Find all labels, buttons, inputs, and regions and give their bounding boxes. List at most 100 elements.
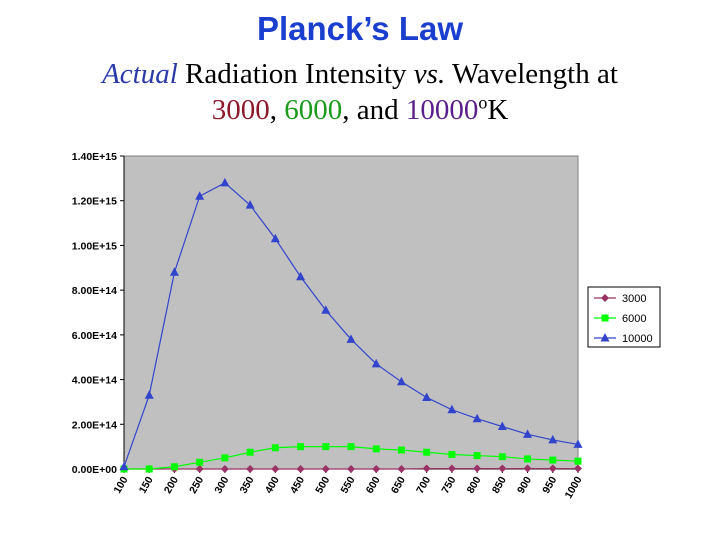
data-point-6000 [524, 455, 532, 463]
x-tick-label: 250 [187, 474, 206, 495]
data-point-6000 [170, 463, 178, 471]
x-tick-label: 350 [238, 474, 257, 495]
data-point-3000 [372, 465, 381, 473]
data-point-10000 [195, 191, 205, 200]
x-tick-label: 200 [162, 474, 181, 495]
data-point-10000 [523, 429, 533, 438]
x-tick-label: 450 [288, 474, 307, 495]
data-point-10000 [548, 434, 558, 444]
data-point-6000 [397, 446, 405, 454]
data-point-10000 [270, 233, 280, 243]
subtitle-t10000: 10000 [405, 94, 479, 126]
legend-label: 3000 [622, 293, 646, 305]
data-point-3000 [397, 465, 406, 473]
subtitle-t3000: 3000 [211, 94, 270, 126]
y-tick-label: 1.40E+15 [72, 151, 117, 163]
data-point-3000 [447, 464, 456, 473]
data-point-3000 [422, 464, 431, 473]
data-point-6000 [221, 454, 229, 462]
data-point-3000 [473, 464, 482, 473]
data-point-10000 [396, 376, 406, 386]
x-tick-label: 600 [364, 474, 383, 495]
legend-marker [601, 294, 609, 302]
subtitle-degree: o [478, 92, 488, 113]
subtitle-comma: , [269, 94, 285, 126]
x-tick-label: 750 [439, 474, 458, 495]
slide-title: Planck’s Law [256, 10, 464, 47]
data-point-10000 [119, 461, 129, 471]
data-point-3000 [574, 464, 582, 473]
x-tick-label: 1000 [563, 474, 585, 500]
data-point-3000 [296, 465, 305, 473]
series-layer [119, 177, 583, 473]
data-point-10000 [296, 271, 306, 281]
legend-item-3000: 3000 [594, 293, 646, 305]
subtitle-part1: Radiation Intensity [177, 58, 414, 90]
x-tick-label: 800 [465, 474, 484, 495]
data-point-6000 [347, 443, 355, 451]
y-tick-label: 0.00E+00 [72, 464, 117, 476]
subtitle-t6000: 6000 [284, 94, 343, 126]
y-tick-label: 8.00E+14 [72, 285, 117, 297]
legend-label: 10000 [622, 333, 653, 345]
data-point-10000 [371, 358, 381, 368]
x-tick-label: 650 [389, 474, 408, 495]
y-tick-label: 2.00E+14 [72, 419, 117, 431]
y-tick-label: 4.00E+14 [72, 375, 117, 387]
legend-item-6000: 6000 [594, 313, 646, 325]
data-point-3000 [347, 465, 355, 473]
data-point-3000 [548, 464, 557, 473]
x-tick-label: 550 [338, 474, 357, 495]
legend-box [587, 286, 661, 348]
data-point-10000 [321, 305, 331, 314]
y-tick-label: 1.20E+15 [72, 196, 117, 208]
data-point-6000 [448, 450, 456, 458]
x-tick-label: 900 [515, 474, 534, 495]
series-10000 [119, 177, 583, 471]
data-point-3000 [246, 465, 255, 473]
data-point-10000 [497, 421, 507, 431]
y-tick-label: 1.00E+15 [72, 240, 117, 252]
legend-label: 6000 [622, 313, 646, 325]
x-tick-label: 850 [490, 474, 509, 495]
data-point-10000 [346, 334, 356, 343]
data-point-3000 [321, 465, 330, 473]
data-point-6000 [271, 444, 279, 452]
slide-subtitle: Actual Radiation Intensity vs. Wavelengt… [0, 56, 720, 128]
data-point-10000 [472, 413, 482, 423]
data-point-10000 [245, 200, 255, 209]
data-point-3000 [195, 465, 204, 473]
series-6000 [120, 443, 582, 473]
data-point-10000 [447, 404, 457, 414]
data-point-6000 [574, 457, 582, 465]
data-point-6000 [473, 452, 481, 460]
data-point-3000 [523, 464, 532, 473]
x-tick-label: 150 [137, 474, 156, 495]
data-point-6000 [145, 465, 153, 473]
legend-marker [600, 333, 610, 342]
legend-marker [601, 314, 609, 322]
subtitle-line-2: 3000, 6000, and 10000oK [0, 92, 720, 128]
x-tick-label: 500 [313, 474, 332, 495]
data-point-6000 [549, 456, 557, 464]
subtitle-unit: K [487, 94, 509, 126]
data-point-3000 [498, 464, 507, 473]
subtitle-and: , and [342, 94, 406, 126]
x-tick-label: 950 [540, 474, 559, 495]
x-tick-label: 400 [263, 474, 282, 495]
x-tick-label: 100 [111, 474, 130, 495]
subtitle-vs: vs. [413, 58, 446, 90]
data-point-10000 [573, 439, 583, 448]
data-point-3000 [220, 465, 229, 473]
x-tick-label: 700 [414, 474, 433, 495]
data-point-6000 [196, 458, 204, 466]
data-point-10000 [169, 267, 179, 276]
data-point-6000 [297, 443, 305, 451]
data-point-10000 [422, 392, 432, 401]
legend: 3000 6000 10000 [587, 286, 661, 348]
data-point-10000 [144, 390, 154, 399]
data-point-6000 [423, 448, 431, 456]
data-point-6000 [322, 443, 330, 451]
data-point-6000 [372, 445, 380, 453]
